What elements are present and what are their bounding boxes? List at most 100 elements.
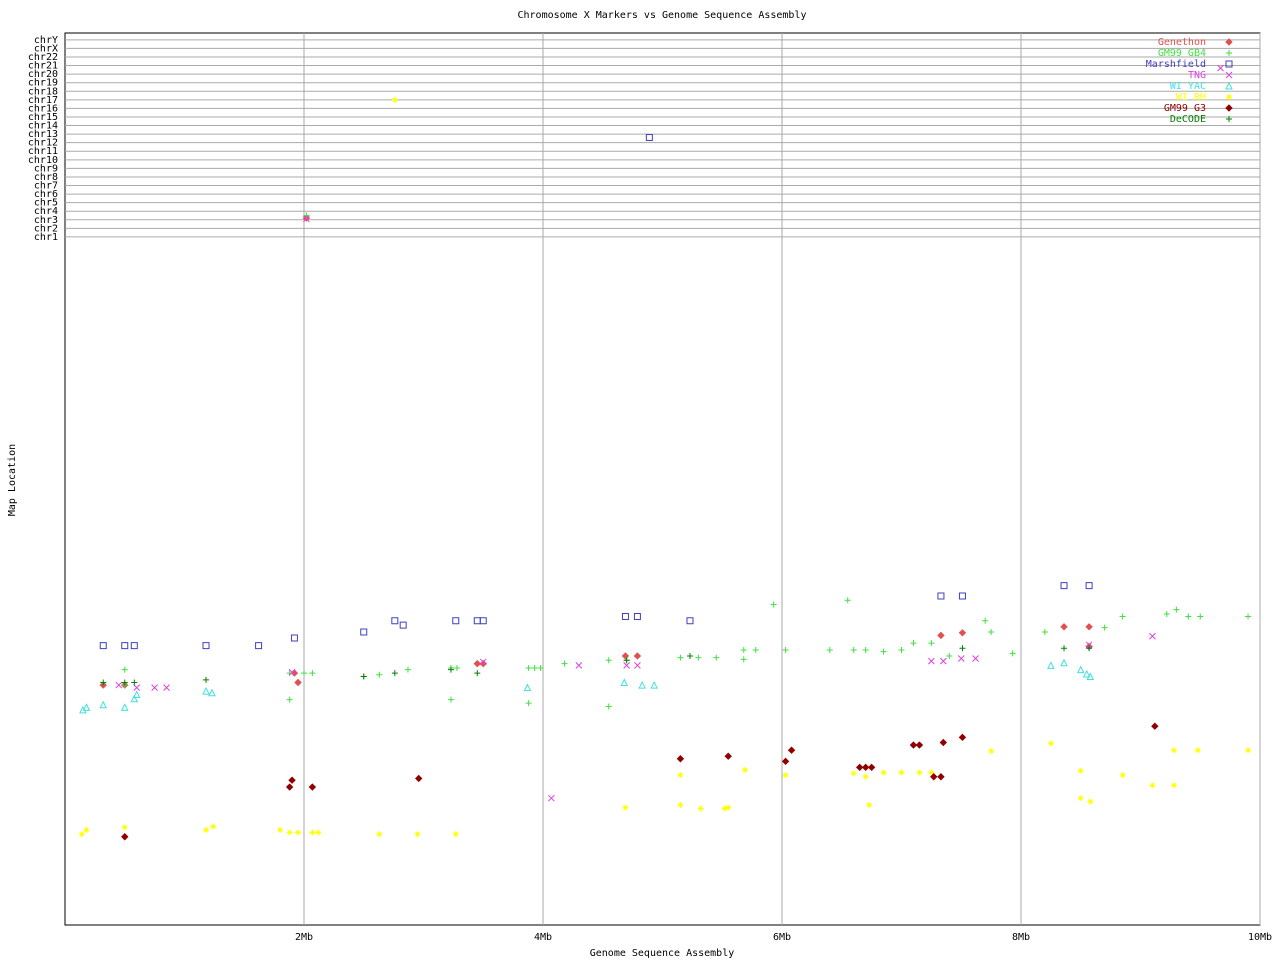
data-point bbox=[1245, 613, 1252, 620]
y-tick-label: chr1 bbox=[34, 232, 58, 243]
data-point bbox=[915, 741, 924, 749]
data-point bbox=[1085, 623, 1093, 631]
data-point bbox=[1087, 798, 1094, 805]
y-tick-label: chr4 bbox=[34, 206, 58, 217]
data-point bbox=[414, 831, 421, 838]
legend-label: TNG bbox=[1188, 70, 1206, 81]
y-tick-label: chrY bbox=[34, 35, 58, 46]
data-point bbox=[1047, 661, 1055, 669]
data-point bbox=[770, 601, 777, 608]
data-point bbox=[740, 646, 747, 653]
data-point bbox=[391, 96, 398, 103]
y-tick-label: chr13 bbox=[28, 129, 58, 140]
data-point bbox=[1119, 613, 1126, 620]
data-point bbox=[633, 613, 641, 621]
chart-title: Chromosome X Markers vs Genome Sequence … bbox=[518, 10, 807, 21]
data-point bbox=[1119, 772, 1126, 779]
data-point bbox=[83, 826, 90, 833]
data-point bbox=[295, 829, 302, 836]
data-point bbox=[315, 829, 322, 836]
data-point bbox=[621, 613, 629, 621]
data-point bbox=[946, 652, 953, 659]
legend-label: Marshfield bbox=[1146, 59, 1206, 70]
data-point bbox=[303, 215, 310, 223]
data-point bbox=[634, 662, 641, 669]
data-point bbox=[309, 829, 316, 836]
data-point bbox=[130, 642, 138, 650]
plot-frame bbox=[64, 32, 1261, 926]
data-point bbox=[880, 769, 887, 776]
data-point bbox=[1163, 610, 1170, 617]
y-tick-label: chr7 bbox=[34, 181, 58, 192]
data-point bbox=[99, 642, 107, 650]
points bbox=[78, 64, 1252, 841]
data-point bbox=[1149, 782, 1156, 789]
data-point bbox=[121, 666, 128, 673]
data-point bbox=[752, 646, 759, 653]
data-point bbox=[787, 746, 796, 754]
data-point bbox=[695, 654, 702, 661]
data-point bbox=[622, 804, 629, 811]
data-point bbox=[633, 652, 642, 660]
data-point bbox=[575, 662, 583, 669]
y-tick-label: chr9 bbox=[34, 163, 58, 174]
data-point bbox=[937, 773, 945, 781]
data-point bbox=[866, 802, 873, 809]
data-point bbox=[982, 617, 989, 624]
marker bbox=[1225, 60, 1233, 68]
data-point bbox=[1086, 672, 1095, 681]
data-point bbox=[844, 597, 851, 604]
x-tick-label: 10Mb bbox=[1248, 932, 1272, 943]
data-point bbox=[898, 769, 905, 776]
data-point bbox=[202, 642, 210, 650]
data-point bbox=[713, 654, 720, 661]
data-point bbox=[741, 766, 748, 773]
data-point bbox=[523, 683, 532, 692]
data-point bbox=[376, 831, 383, 838]
data-point bbox=[1047, 740, 1054, 747]
data-point bbox=[479, 658, 487, 666]
data-point bbox=[1149, 632, 1156, 640]
data-point bbox=[473, 617, 481, 625]
data-point bbox=[1085, 582, 1093, 590]
data-point bbox=[725, 804, 732, 811]
y-tick-label: chr16 bbox=[28, 103, 58, 114]
data-point bbox=[686, 617, 694, 625]
data-point bbox=[1151, 722, 1159, 730]
data-point bbox=[850, 770, 857, 777]
data-point bbox=[453, 664, 460, 671]
data-point bbox=[131, 679, 138, 686]
data-point bbox=[1197, 613, 1204, 620]
data-point bbox=[686, 652, 693, 659]
y-tick-label: chr5 bbox=[34, 198, 58, 209]
data-point bbox=[605, 703, 612, 710]
x-tick-label: 6Mb bbox=[773, 932, 791, 943]
marker bbox=[1226, 94, 1232, 100]
data-point bbox=[479, 659, 487, 668]
y-tick-label: chrX bbox=[34, 43, 58, 54]
data-point bbox=[862, 646, 869, 653]
data-point bbox=[308, 783, 317, 791]
data-point bbox=[452, 831, 459, 838]
data-point bbox=[115, 681, 123, 689]
data-point bbox=[133, 684, 141, 692]
data-point bbox=[1217, 64, 1224, 72]
y-tick-label: chr18 bbox=[28, 86, 58, 97]
y-axis-label: Map Location bbox=[7, 444, 18, 516]
data-point bbox=[958, 733, 967, 742]
grid bbox=[65, 33, 1261, 925]
data-point bbox=[525, 700, 532, 707]
data-point bbox=[1009, 650, 1016, 657]
data-point bbox=[909, 741, 918, 749]
data-point bbox=[620, 678, 629, 687]
y-tick-label: chr6 bbox=[34, 189, 58, 200]
data-point bbox=[988, 748, 995, 755]
data-point bbox=[473, 659, 481, 668]
legend-label: WI RH bbox=[1176, 92, 1206, 103]
data-point bbox=[1245, 747, 1252, 754]
data-point bbox=[447, 666, 454, 673]
data-point bbox=[1077, 795, 1084, 802]
data-point bbox=[561, 660, 568, 667]
